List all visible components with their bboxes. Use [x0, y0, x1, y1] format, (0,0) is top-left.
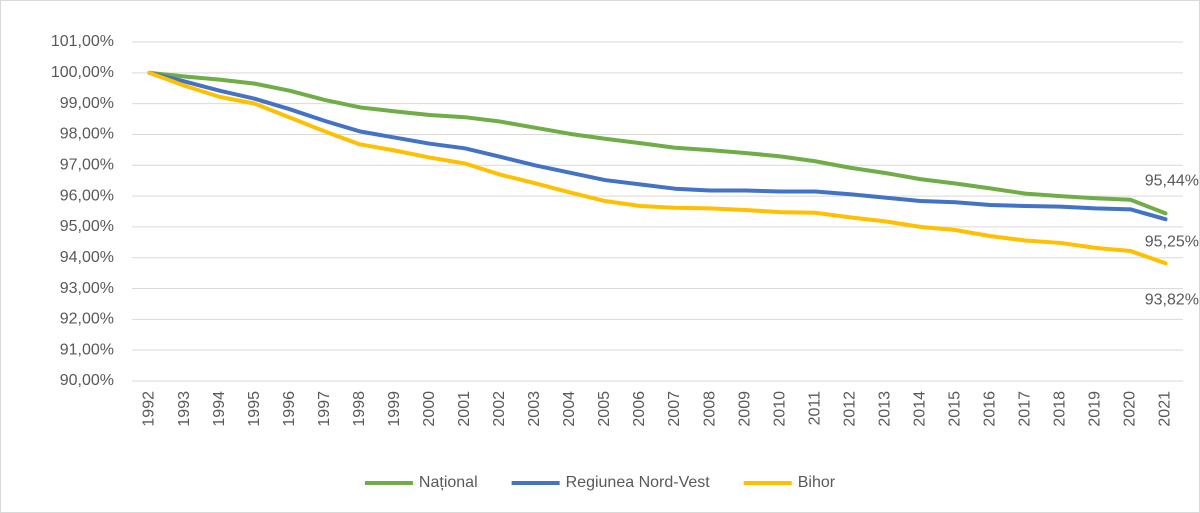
y-tick-label: 97,00%	[60, 156, 114, 173]
y-tick-label: 90,00%	[60, 372, 114, 389]
y-tick-label: 96,00%	[60, 187, 114, 204]
y-tick-label: 99,00%	[60, 95, 114, 112]
x-tick-label: 2009	[736, 391, 753, 427]
y-tick-label: 98,00%	[60, 126, 114, 143]
legend-label: Bihor	[798, 474, 836, 491]
x-tick-label: 2010	[771, 391, 788, 427]
series-line	[147, 70, 1168, 266]
x-tick-label: 2002	[491, 391, 508, 427]
y-tick-label: 100,00%	[51, 64, 114, 81]
x-tick-label: 1992	[141, 391, 158, 427]
x-tick-label: 2020	[1122, 391, 1139, 427]
x-tick-label: 1999	[386, 391, 403, 427]
x-tick-label: 2008	[701, 391, 718, 427]
y-tick-label: 93,00%	[60, 280, 114, 297]
x-tick-label: 1995	[246, 391, 263, 427]
y-tick-label: 101,00%	[51, 33, 114, 50]
x-tick-label: 2014	[911, 391, 928, 427]
x-tick-label: 2011	[806, 391, 823, 426]
y-tick-label: 91,00%	[60, 341, 114, 358]
x-tick-label: 2021	[1157, 391, 1174, 427]
x-tick-label: 2013	[876, 391, 893, 427]
legend-label: Național	[419, 474, 478, 491]
x-tick-label: 1998	[351, 391, 368, 427]
x-tick-label: 1993	[176, 391, 193, 427]
series-line	[147, 70, 1168, 216]
x-tick-label: 1994	[211, 391, 228, 427]
data-label: 93,82%	[1145, 291, 1199, 308]
x-tick-label: 1996	[281, 391, 298, 427]
x-tick-label: 2003	[526, 391, 543, 427]
x-tick-label: 2001	[456, 391, 473, 427]
x-tick-label: 2006	[631, 391, 648, 427]
x-tick-label: 2017	[1017, 391, 1034, 427]
x-tick-label: 2004	[561, 391, 578, 427]
x-tick-label: 2000	[421, 391, 438, 427]
x-tick-label: 2019	[1087, 391, 1104, 427]
legend-label: Regiunea Nord-Vest	[566, 474, 711, 491]
x-tick-label: 2007	[666, 391, 683, 427]
x-tick-label: 2018	[1052, 391, 1069, 427]
data-label: 95,44%	[1145, 173, 1199, 190]
x-tick-label: 2016	[982, 391, 999, 427]
x-tick-label: 2012	[841, 391, 858, 427]
y-tick-label: 95,00%	[60, 218, 114, 235]
data-label: 95,25%	[1145, 233, 1199, 250]
y-tick-label: 94,00%	[60, 249, 114, 266]
y-tick-label: 92,00%	[60, 311, 114, 328]
x-tick-label: 2015	[947, 391, 964, 427]
x-tick-label: 2005	[596, 391, 613, 427]
x-tick-label: 1997	[316, 391, 333, 427]
series-line	[147, 70, 1168, 222]
